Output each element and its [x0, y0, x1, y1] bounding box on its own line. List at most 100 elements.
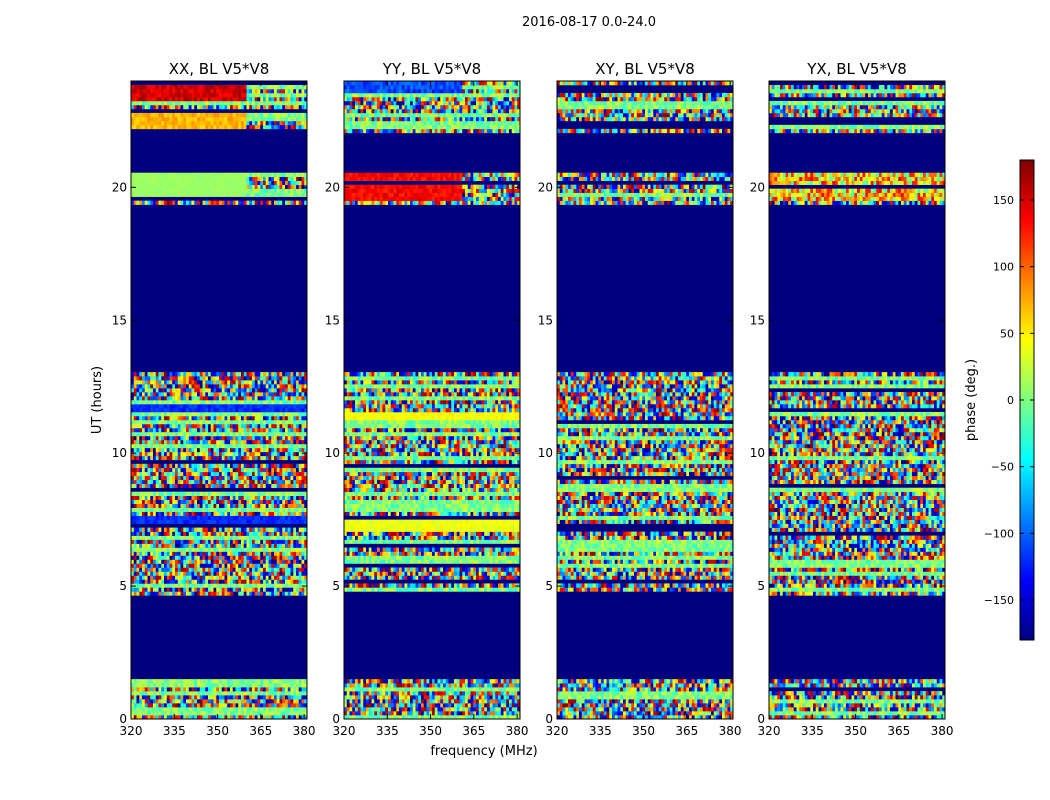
heatmap-cell: [260, 587, 264, 592]
heatmap-cell: [293, 531, 297, 536]
heatmap-cell: [150, 411, 154, 417]
heatmap-cell: [252, 571, 256, 576]
heatmap-cell: [175, 427, 179, 433]
heatmap-cell: [238, 384, 242, 389]
heatmap-cell: [169, 587, 173, 592]
heatmap-cell: [252, 455, 256, 461]
heatmap-cell: [301, 559, 305, 564]
heatmap-cell: [186, 563, 190, 568]
heatmap-cell: [202, 507, 206, 512]
heatmap-cell: [252, 384, 256, 389]
heatmap-cell: [169, 411, 173, 417]
heatmap-cell: [290, 551, 294, 556]
heatmap-cell: [139, 507, 143, 512]
heatmap-cell: [133, 120, 137, 126]
heatmap-cell: [213, 503, 217, 508]
heatmap-cell: [282, 699, 286, 704]
heatmap-cell: [265, 419, 269, 425]
heatmap-cell: [172, 447, 176, 453]
heatmap-cell: [155, 563, 159, 568]
heatmap-cell: [191, 200, 195, 205]
heatmap-cell: [249, 519, 253, 524]
heatmap-cell: [252, 435, 256, 441]
heatmap-cell: [210, 423, 214, 429]
heatmap-cell: [216, 184, 220, 189]
heatmap-cell: [139, 539, 143, 544]
heatmap-cell: [274, 427, 278, 433]
heatmap-cell: [230, 92, 234, 98]
heatmap-cell: [238, 388, 242, 393]
heatmap-cell: [235, 567, 239, 572]
heatmap-cell: [224, 547, 228, 552]
heatmap-cell: [153, 471, 157, 477]
heatmap-cell: [183, 575, 187, 580]
heatmap-cell: [274, 403, 278, 409]
heatmap-cell: [144, 695, 148, 700]
heatmap-cell: [208, 511, 212, 516]
heatmap-cell: [144, 559, 148, 564]
heatmap-cell: [238, 679, 242, 684]
heatmap-cell: [210, 372, 214, 377]
heatmap-cell: [249, 400, 253, 405]
heatmap-cell: [164, 384, 168, 389]
heatmap-cell: [232, 439, 236, 445]
heatmap-cell: [194, 92, 198, 98]
heatmap-cell: [169, 92, 173, 98]
heatmap-cell: [172, 551, 176, 556]
heatmap-cell: [265, 687, 269, 692]
heatmap-cell: [243, 551, 247, 556]
heatmap-cell: [150, 120, 154, 126]
heatmap-cell: [166, 116, 170, 122]
heatmap-cell: [191, 392, 195, 397]
heatmap-cell: [191, 124, 195, 130]
heatmap-cell: [254, 579, 258, 584]
heatmap-cell: [136, 563, 140, 568]
heatmap-cell: [183, 591, 187, 596]
heatmap-cell: [183, 583, 187, 588]
heatmap-cell: [175, 471, 179, 477]
heatmap-cell: [177, 555, 181, 560]
heatmap-cell: [287, 463, 291, 469]
heatmap-cell: [183, 695, 187, 700]
heatmap-cell: [191, 679, 195, 684]
heatmap-cell: [276, 555, 280, 560]
heatmap-cell: [224, 380, 228, 385]
heatmap-cell: [208, 96, 212, 102]
heatmap-cell: [293, 495, 297, 500]
heatmap-cell: [232, 415, 236, 421]
heatmap-cell: [227, 172, 231, 177]
heatmap-cell: [177, 479, 181, 485]
heatmap-cell: [249, 431, 253, 437]
heatmap-cell: [205, 555, 209, 560]
heatmap-cell: [172, 431, 176, 437]
heatmap-cell: [282, 435, 286, 441]
heatmap-cell: [230, 711, 234, 716]
heatmap-cell: [166, 711, 170, 716]
heatmap-cell: [158, 447, 162, 453]
heatmap-cell: [232, 575, 236, 580]
heatmap-cell: [147, 104, 151, 110]
heatmap-cell: [202, 435, 206, 441]
heatmap-cell: [188, 392, 192, 397]
heatmap-cell: [142, 479, 146, 485]
heatmap-cell: [263, 519, 267, 524]
heatmap-cell: [279, 388, 283, 393]
heatmap-cell: [287, 519, 291, 524]
heatmap-cell: [271, 400, 275, 405]
heatmap-cell: [287, 531, 291, 536]
heatmap-cell: [249, 575, 253, 580]
heatmap-cell: [144, 571, 148, 576]
heatmap-cell: [224, 703, 228, 708]
heatmap-cell: [293, 180, 297, 185]
heatmap-cell: [293, 388, 297, 393]
heatmap-cell: [161, 184, 165, 189]
heatmap-cell: [164, 116, 168, 122]
heatmap-cell: [224, 679, 228, 684]
heatmap-cell: [268, 443, 272, 449]
heatmap-cell: [257, 711, 261, 716]
heatmap-cell: [279, 176, 283, 181]
heatmap-cell: [144, 495, 148, 500]
heatmap-cell: [276, 711, 280, 716]
heatmap-cell: [166, 511, 170, 516]
heatmap-cell: [221, 120, 225, 126]
